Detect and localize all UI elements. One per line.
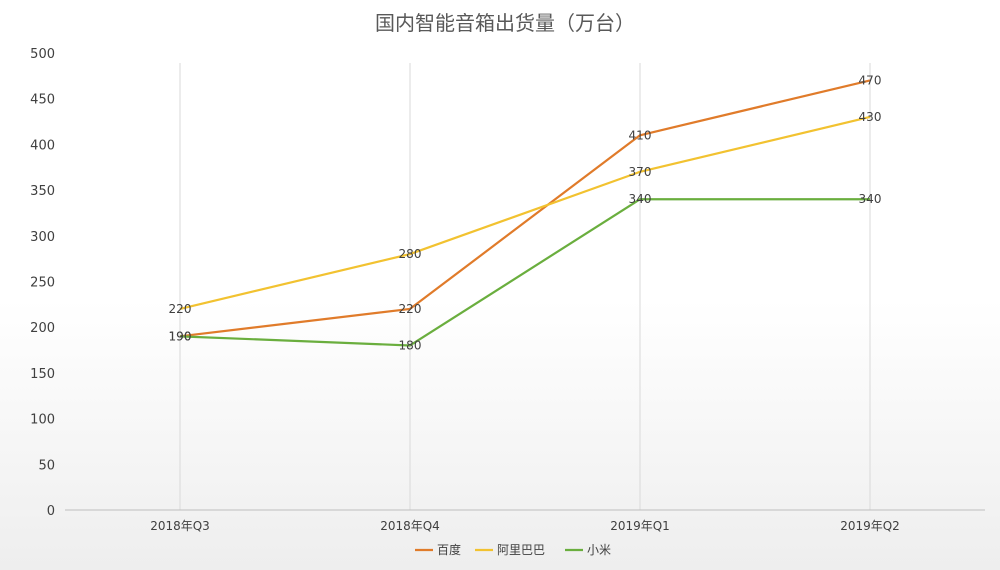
x-tick-label: 2019年Q1 (610, 519, 670, 533)
series-line-1 (179, 115, 871, 310)
y-tick-label: 450 (30, 93, 55, 108)
plot-background (0, 300, 1000, 570)
data-label: 430 (859, 110, 882, 124)
y-tick-label: 500 (30, 47, 55, 62)
data-label: 410 (629, 128, 652, 142)
x-tick-label: 2018年Q4 (380, 519, 440, 533)
legend-label: 小米 (587, 543, 611, 557)
x-tick-label: 2018年Q3 (150, 519, 210, 533)
series-line-2 (179, 198, 870, 347)
chart-title: 国内智能音箱出货量（万台） (375, 11, 635, 35)
y-tick-label: 50 (38, 458, 55, 473)
series-line-0 (179, 79, 871, 338)
y-tick-label: 300 (30, 230, 55, 245)
axes: 0 50 100 150 200 250 300 350 400 450 500 2018年Q3 201… (30, 47, 985, 533)
data-label: 340 (859, 192, 882, 206)
data-label: 180 (399, 338, 422, 352)
y-tick-label: 0 (47, 504, 55, 519)
legend-label: 百度 (437, 542, 461, 557)
data-label: 220 (399, 302, 422, 316)
data-label: 190 (169, 329, 192, 343)
x-tick-label: 2019年Q2 (840, 519, 900, 533)
y-tick-label: 250 (30, 276, 55, 291)
data-label: 190 (169, 329, 192, 343)
grid (179, 63, 871, 510)
data-label: 220 (169, 302, 192, 316)
y-tick-label: 150 (30, 367, 55, 382)
series-lines (179, 79, 871, 347)
y-tick-label: 400 (30, 138, 55, 153)
legend-label: 阿里巴巴 (497, 543, 545, 557)
data-label: 370 (629, 165, 652, 179)
data-label: 470 (859, 73, 882, 87)
y-tick-label: 100 (30, 413, 55, 428)
y-tick-label: 350 (30, 184, 55, 199)
data-label: 280 (399, 247, 422, 261)
y-tick-label: 200 (30, 321, 55, 336)
legend: 百度 阿里巴巴 小米 (415, 542, 611, 557)
data-label: 340 (629, 192, 652, 206)
